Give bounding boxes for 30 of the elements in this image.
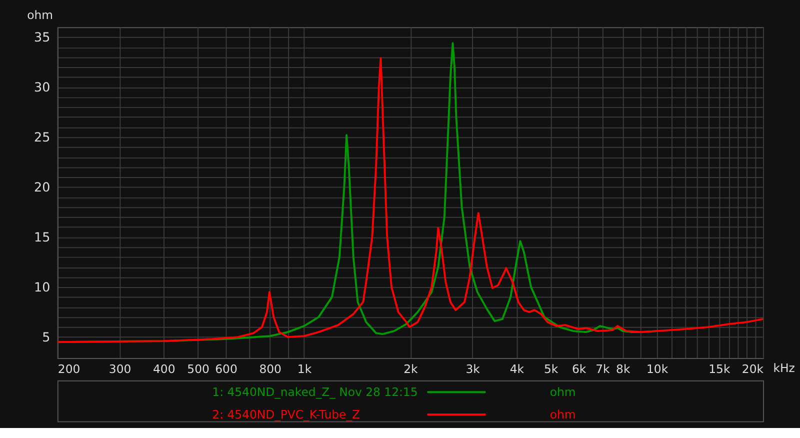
y-tick-label: 35 — [34, 30, 50, 45]
y-tick-label: 15 — [34, 229, 50, 244]
x-tick-label: 6k — [572, 362, 586, 376]
y-tick-label: 30 — [34, 80, 50, 94]
text: 2: 4540ND_PVC_K-Tube_Z — [212, 407, 360, 422]
y-axis-title: ohm — [27, 8, 54, 22]
x-tick-label: 5k — [544, 362, 558, 376]
text: ohm — [550, 384, 576, 399]
x-tick-label: 300 — [108, 362, 132, 376]
x-tick-label: 10k — [646, 362, 668, 376]
x-tick-label: 800 — [259, 362, 282, 376]
y-tick-label: 10 — [34, 279, 50, 294]
y-tick-label: 25 — [34, 129, 50, 144]
x-tick-label: 400 — [152, 362, 176, 376]
x-axis-title: kHz — [773, 361, 795, 376]
y-tick-label: 5 — [42, 329, 50, 344]
x-tick-label: 15k — [708, 362, 730, 376]
x-tick-label: 8k — [616, 362, 630, 376]
x-tick-label: 600 — [215, 362, 238, 376]
x-tick-label: 3k — [466, 362, 480, 376]
x-tick-label: 500 — [187, 362, 210, 376]
legend-label: 1: 4540ND_naked_Z_ Nov 28 12:15 — [212, 384, 418, 399]
x-tick-label: 2k — [404, 362, 418, 376]
x-tick-label: 4k — [510, 362, 524, 376]
x-tick-label: 20k — [742, 362, 764, 376]
x-tick-label: 200 — [58, 362, 80, 376]
text: ohm — [550, 407, 576, 422]
y-tick-label: 20 — [34, 179, 50, 194]
x-tick-label: 7k — [596, 362, 610, 376]
x-tick-label: 1k — [297, 362, 312, 376]
